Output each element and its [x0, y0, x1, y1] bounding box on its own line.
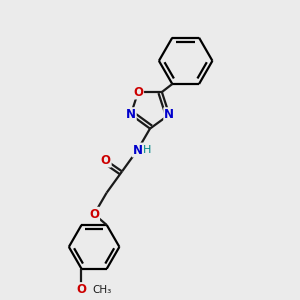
Text: O: O	[76, 283, 86, 296]
Text: N: N	[133, 143, 142, 157]
Text: O: O	[101, 154, 111, 166]
Text: H: H	[143, 145, 151, 155]
Text: N: N	[126, 108, 136, 121]
Text: O: O	[89, 208, 99, 221]
Text: N: N	[164, 108, 174, 121]
Text: O: O	[133, 85, 143, 98]
Text: CH₃: CH₃	[92, 285, 111, 295]
